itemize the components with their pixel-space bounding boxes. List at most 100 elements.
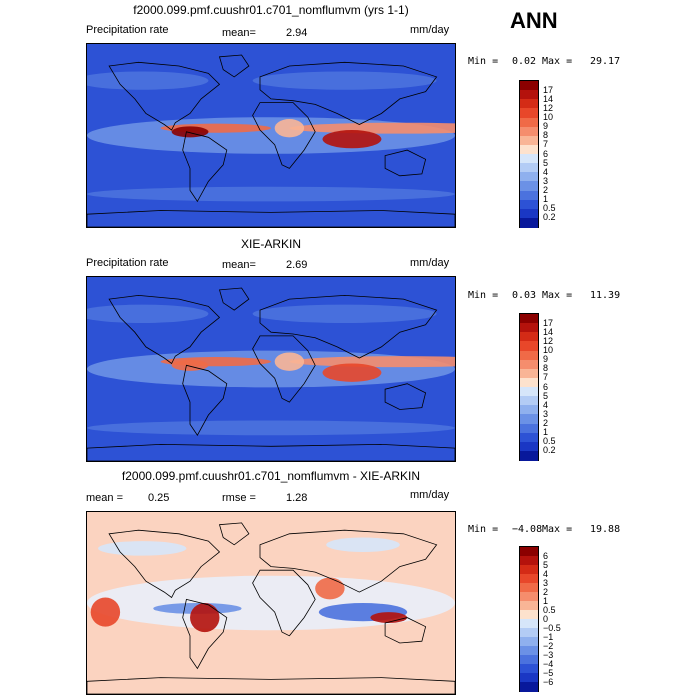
colorbar-swatch xyxy=(520,154,538,164)
colorbar-swatch xyxy=(520,556,538,566)
colorbar-swatch xyxy=(520,332,538,342)
colorbar: 6 5 4 3 2 1 0.5 0 −0.5 −1 −2 −3 −4 −5 −6 xyxy=(519,546,561,692)
colorbar-swatch xyxy=(520,441,538,452)
variable-label: Precipitation rate xyxy=(86,24,169,36)
colorbar-tick-label: 17 xyxy=(543,317,554,328)
colorbar-tick-label: 6 xyxy=(543,381,549,392)
colorbar-tick-label: 9 xyxy=(543,354,549,365)
min-label: Min = xyxy=(468,290,499,301)
colorbar-tick-label: 14 xyxy=(543,326,554,337)
units-label: mm/day xyxy=(410,489,450,501)
colorbar-swatch xyxy=(520,423,538,434)
colorbar-swatch xyxy=(520,108,538,118)
colorbar-tick-label: 0.2 xyxy=(543,212,556,223)
colorbar-tick-label: 17 xyxy=(543,84,554,95)
colorbar-swatch xyxy=(520,664,538,674)
colorbar: 17 14 12 10 9 8 7 6 5 4 3 2 1 0.5 0.2 xyxy=(519,313,556,461)
colorbar-swatch xyxy=(520,314,538,324)
colorbar-tick-label: −1 xyxy=(543,631,554,642)
colorbar-swatch xyxy=(520,90,538,100)
colorbar-swatch xyxy=(520,99,538,109)
colorbar-tick-label: 4 xyxy=(543,399,549,410)
colorbar-swatch xyxy=(520,387,538,397)
colorbar-swatch xyxy=(520,547,538,557)
colorbar-tick-label: 8 xyxy=(543,363,549,374)
colorbar-tick-label: 5 xyxy=(543,157,549,168)
colorbar-tick-label: 8 xyxy=(543,130,549,141)
colorbar-tick-label: −4 xyxy=(543,658,554,669)
mean-value: 2.94 xyxy=(286,27,308,39)
colorbar-swatch xyxy=(520,405,538,415)
colorbar-tick-label: −6 xyxy=(543,676,554,687)
max-label: Max = xyxy=(542,524,573,535)
colorbar-swatch xyxy=(520,172,538,182)
mean-value: 2.69 xyxy=(286,259,308,271)
colorbar-tick-label: 2 xyxy=(543,418,549,428)
colorbar-tick-label: 1 xyxy=(543,595,549,606)
colorbar-swatch xyxy=(520,396,538,406)
panel-title: f2000.099.pmf.cuushr01.c701_nomflumvm (y… xyxy=(133,3,409,17)
colorbar-swatch xyxy=(520,682,538,692)
colorbar-tick-label: −5 xyxy=(543,667,554,678)
colorbar-tick-label: 14 xyxy=(543,93,554,104)
panel-title: XIE-ARKIN xyxy=(240,237,301,251)
rmse-value: 1.28 xyxy=(286,492,308,504)
colorbar-tick-label: 0.5 xyxy=(543,203,556,214)
colorbar-tick-label: 0.5 xyxy=(543,436,556,447)
colorbar-swatch xyxy=(520,574,538,584)
colorbar-swatch xyxy=(520,350,538,361)
colorbar-swatch xyxy=(520,592,538,602)
mean-label: mean= xyxy=(222,259,256,271)
colorbar-swatch xyxy=(520,414,538,424)
colorbar-tick-label: 1 xyxy=(543,427,549,438)
colorbar-swatch xyxy=(520,208,538,219)
colorbar-swatch xyxy=(520,655,538,665)
colorbar-tick-label: 6 xyxy=(543,550,549,561)
colorbar-swatch xyxy=(520,117,538,128)
colorbar-swatch xyxy=(520,619,538,629)
season-label: ANN xyxy=(510,8,558,33)
precip-map xyxy=(86,43,456,228)
colorbar-swatch xyxy=(520,199,538,210)
colorbar-swatch xyxy=(520,583,538,593)
colorbar-tick-label: 0 xyxy=(543,613,549,624)
max-label: Max = xyxy=(542,290,573,301)
min-value: 0.02 xyxy=(512,56,537,67)
colorbar-swatch xyxy=(520,450,538,461)
colorbar-tick-label: 12 xyxy=(543,102,554,113)
colorbar-swatch xyxy=(520,565,538,575)
colorbar-tick-label: 7 xyxy=(543,372,549,383)
colorbar-swatch xyxy=(520,163,538,173)
colorbar-tick-label: 0.2 xyxy=(543,445,556,456)
variable-label: Precipitation rate xyxy=(86,257,169,269)
colorbar-swatch xyxy=(520,377,538,388)
units-label: mm/day xyxy=(410,24,450,36)
colorbar-tick-label: 6 xyxy=(543,148,549,159)
colorbar-swatch xyxy=(520,359,538,370)
difference-map xyxy=(86,511,456,695)
colorbar-swatch xyxy=(520,323,538,333)
colorbar-tick-label: 0.5 xyxy=(543,604,556,615)
colorbar-swatch xyxy=(520,144,538,155)
colorbar-swatch xyxy=(520,217,538,228)
units-label: mm/day xyxy=(410,257,450,269)
colorbar-tick-label: 9 xyxy=(543,121,549,132)
max-value: 11.39 xyxy=(590,290,621,301)
colorbar-tick-label: 5 xyxy=(543,390,549,401)
mean-label: mean = xyxy=(86,492,123,504)
colorbar-tick-label: −3 xyxy=(543,649,554,660)
colorbar-tick-label: 3 xyxy=(543,577,549,588)
colorbar-swatch xyxy=(520,135,538,146)
colorbar-tick-label: 2 xyxy=(543,586,549,597)
colorbar-tick-label: −0.5 xyxy=(543,622,561,633)
colorbar-swatch xyxy=(520,126,538,137)
max-value: 29.17 xyxy=(590,56,621,67)
min-value: 0.03 xyxy=(512,290,537,301)
mean-value: 0.25 xyxy=(148,492,170,504)
colorbar-tick-label: −2 xyxy=(543,640,554,651)
rmse-label: rmse = xyxy=(222,492,256,504)
colorbar-tick-label: 10 xyxy=(543,112,554,122)
colorbar-tick-label: 7 xyxy=(543,139,549,150)
panel-title: f2000.099.pmf.cuushr01.c701_nomflumvm - … xyxy=(121,469,421,483)
colorbar-tick-label: 4 xyxy=(543,568,549,579)
